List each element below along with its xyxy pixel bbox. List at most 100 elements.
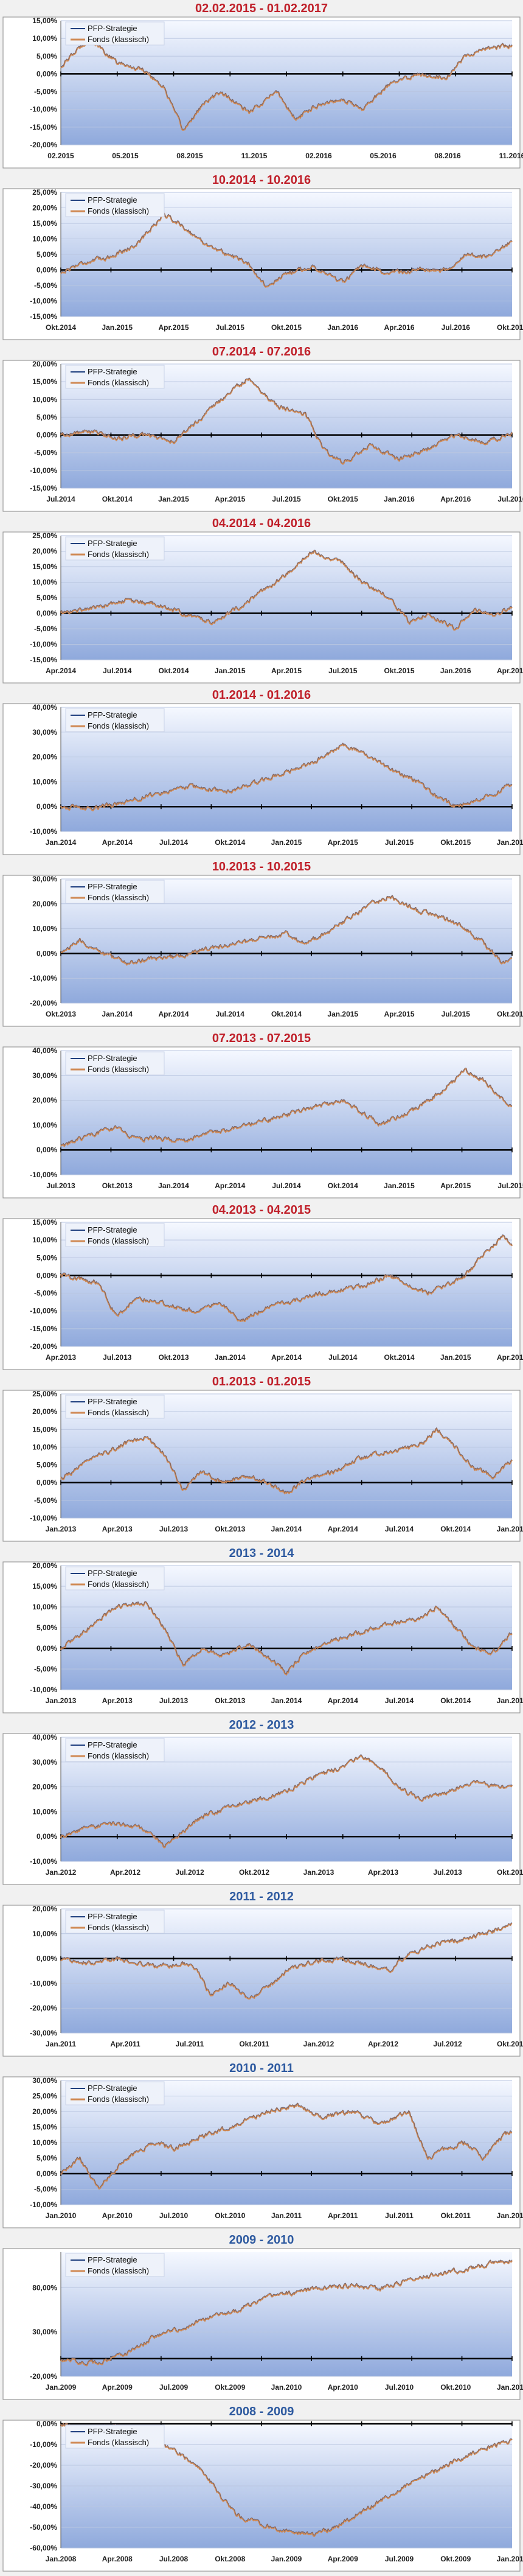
chart-panel: 2012 - 2013 -10,00% 0,00% 10,00% 20,00% 30,00… (0, 1717, 523, 1888)
y-tick-label: 30,00% (32, 1758, 57, 1766)
y-tick-label: 25,00% (32, 1390, 57, 1398)
y-tick-label: -20,00% (30, 141, 57, 149)
legend-box (65, 1909, 165, 1934)
legend-box (65, 2081, 165, 2105)
x-tick-label: Jul.2015 (442, 1010, 471, 1018)
x-tick-label: Jan.2013 (303, 1868, 334, 1877)
x-tick-label: Apr.2014 (328, 1525, 358, 1533)
x-tick-label: Apr.2012 (368, 2040, 398, 2048)
x-tick-label: Apr.2013 (102, 1525, 133, 1533)
y-tick-label: 10,00% (32, 1807, 57, 1816)
series-line-fonds (60, 1922, 513, 2000)
x-tick-label: Jul.2016 (442, 323, 471, 332)
x-tick-label: Jul.2014 (328, 1353, 358, 1362)
x-tick-label: Jan.2011 (46, 2040, 76, 2048)
line-chart: -10,00% 0,00% 10,00% 20,00% 30,00% 40,00% Jan.… (2, 703, 523, 855)
legend-label-pfp: PFP-Strategie (88, 2084, 137, 2093)
chart-title: 10.2013 - 10.2015 (212, 860, 311, 873)
x-tick-label: Jul.2015 (272, 495, 301, 503)
x-tick-label: Okt.2010 (215, 2211, 245, 2220)
y-tick-label: 5,00% (36, 1623, 57, 1632)
x-tick-label: Jul.2015 (385, 838, 414, 847)
y-tick-label: -10,00% (30, 297, 57, 306)
legend-label-fonds: Fonds (klassisch) (88, 2266, 149, 2275)
series-line-fonds (60, 1234, 513, 1323)
x-tick-label: Apr.2010 (102, 2211, 133, 2220)
chart-panel: 02.02.2015 - 01.02.2017 -20,00% -15,00% -10… (0, 0, 523, 172)
legend-box (65, 536, 165, 561)
y-tick-label: 0,00% (36, 2169, 57, 2178)
chart-title: 10.2014 - 10.2016 (212, 173, 311, 187)
y-tick-label: -10,00% (30, 2200, 57, 2209)
x-tick-label: Jan.2016 (384, 495, 415, 503)
x-tick-label: Jan.2015 (497, 1525, 523, 1533)
y-tick-label: 5,00% (36, 2154, 57, 2163)
y-tick-label: 0,00% (36, 1955, 57, 1963)
chart-panel: 04.2013 - 04.2015 -20,00% -15,00% -10,00% -5… (0, 1202, 523, 1373)
x-tick-label: Jul.2008 (159, 2555, 189, 2563)
y-tick-label: -5,00% (34, 2185, 57, 2194)
x-tick-label: Jul.2011 (176, 2040, 204, 2048)
series-line-pfp (60, 1601, 513, 1675)
y-tick-label: 30,00% (32, 2328, 57, 2336)
x-tick-label: Jan.2015 (102, 323, 133, 332)
x-tick-label: Jul.2014 (385, 1696, 414, 1705)
x-tick-label: Jan.2012 (497, 2211, 523, 2220)
legend-label-fonds: Fonds (klassisch) (88, 1236, 149, 1245)
x-tick-label: 02.2015 (47, 152, 74, 160)
chart-panel: 04.2014 - 04.2016 -15,00% -10,00% -5,00% 0,0… (0, 515, 523, 687)
legend: PFP-Strategie Fonds (klassisch) (65, 2424, 165, 2449)
y-tick-label: 20,00% (32, 204, 57, 212)
y-tick-label: -30,00% (30, 2482, 57, 2490)
x-tick-label: Apr.2015 (328, 838, 358, 847)
legend-box (65, 708, 165, 732)
x-tick-label: Jan.2009 (46, 2383, 77, 2392)
x-tick-label: Jul.2013 (46, 1181, 75, 1190)
x-tick-label: Apr.2015 (215, 495, 245, 503)
legend-label-fonds: Fonds (klassisch) (88, 378, 149, 387)
y-tick-label: 20,00% (32, 753, 57, 761)
y-tick-label: -10,00% (30, 105, 57, 114)
x-tick-label: Apr.2011 (328, 2211, 358, 2220)
x-tick-label: Jan.2015 (497, 1696, 523, 1705)
y-tick-label: -10,00% (30, 1685, 57, 1694)
x-tick-label: Jan.2012 (303, 2040, 334, 2048)
series-line-fonds (60, 212, 513, 288)
legend: PFP-Strategie Fonds (klassisch) (65, 708, 165, 732)
x-tick-label: Apr.2016 (440, 495, 471, 503)
y-tick-label: -60,00% (30, 2544, 57, 2552)
y-tick-label: 0,00% (36, 1644, 57, 1653)
y-tick-label: -5,00% (34, 88, 57, 96)
chart-title: 2008 - 2009 (229, 2405, 294, 2418)
line-chart: -60,00% -50,00% -40,00% -30,00% -20,00% -10,0… (2, 2420, 523, 2572)
y-tick-label: 25,00% (32, 531, 57, 540)
legend: PFP-Strategie Fonds (klassisch) (65, 21, 165, 46)
y-tick-label: -20,00% (30, 2461, 57, 2469)
x-tick-label: Jan.2013 (46, 1525, 77, 1533)
y-tick-label: 40,00% (32, 1733, 57, 1741)
x-tick-label: Jul.2014 (272, 1181, 301, 1190)
series-line-pfp (60, 1754, 513, 1847)
legend-box (65, 2253, 165, 2277)
legend: PFP-Strategie Fonds (klassisch) (65, 536, 165, 561)
chart-panel: 07.2014 - 07.2016 -15,00% -10,00% -5,00% 0,0… (0, 343, 523, 515)
y-tick-label: 0,00% (36, 802, 57, 811)
x-tick-label: Okt.2012 (497, 2040, 523, 2048)
y-tick-label: 0,00% (36, 1832, 57, 1841)
y-tick-label: -20,00% (30, 1342, 57, 1351)
legend: PFP-Strategie Fonds (klassisch) (65, 1738, 165, 1762)
x-tick-label: Okt.2016 (497, 323, 523, 332)
x-tick-label: Jan.2015 (215, 667, 246, 675)
line-chart: -10,00% 0,00% 10,00% 20,00% 30,00% 40,00% Jan.… (2, 1733, 523, 1885)
y-tick-label: 5,00% (36, 1461, 57, 1469)
legend-label-pfp: PFP-Strategie (88, 2255, 137, 2264)
x-tick-label: Jul.2009 (159, 2383, 189, 2392)
x-tick-label: Apr.2013 (102, 1696, 133, 1705)
y-tick-label: 25,00% (32, 2092, 57, 2101)
series-line-pfp (60, 38, 513, 130)
x-tick-label: Apr.2015 (440, 1181, 471, 1190)
y-tick-label: 10,00% (32, 395, 57, 404)
x-tick-label: Jul.2014 (46, 495, 75, 503)
y-tick-label: 20,00% (32, 1561, 57, 1570)
